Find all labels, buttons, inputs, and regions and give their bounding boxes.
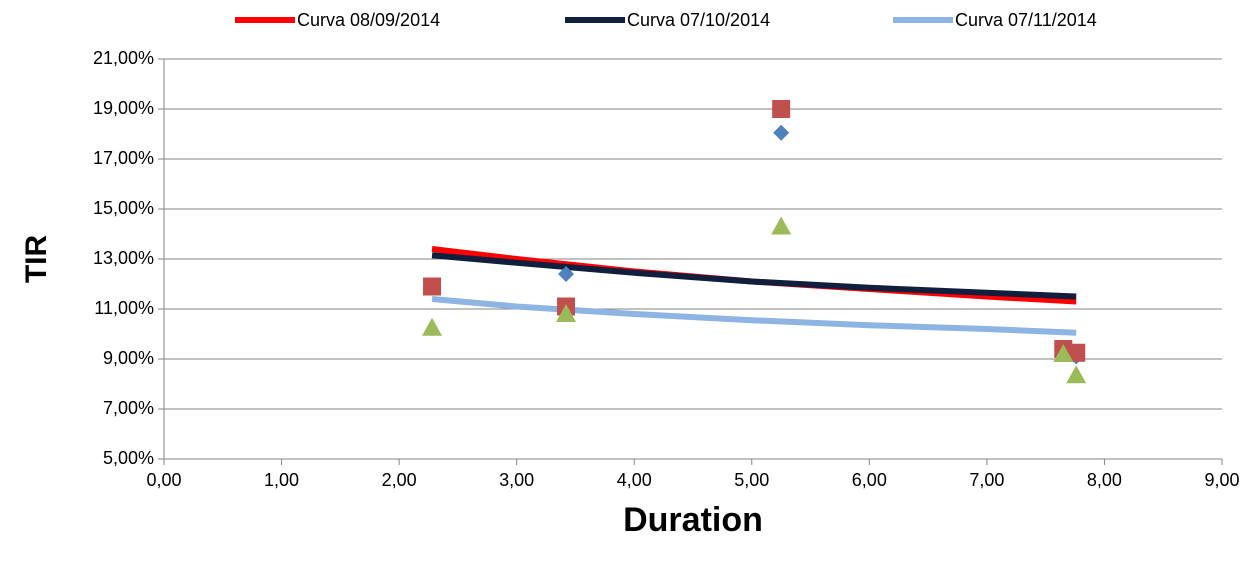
line-series <box>431 252 1077 300</box>
x-tick-label: 4,00 <box>617 470 652 490</box>
x-tick-label: 5,00 <box>734 470 769 490</box>
marker <box>422 317 443 336</box>
legend-label: Curva 07/11/2014 <box>955 10 1097 30</box>
x-tick-label: 0,00 <box>146 470 181 490</box>
y-tick-label: 7,00% <box>103 398 154 418</box>
y-tick-label: 17,00% <box>93 148 154 168</box>
legend-label: Curva 08/09/2014 <box>297 10 440 30</box>
marker <box>556 304 577 322</box>
x-tick-label: 2,00 <box>382 470 417 490</box>
legend-label: Curva 07/10/2014 <box>627 10 770 30</box>
line-series <box>431 296 1077 336</box>
marker <box>558 266 575 282</box>
x-tick-label: 8,00 <box>1087 470 1122 490</box>
x-tick-label: 1,00 <box>264 470 299 490</box>
marker <box>1053 344 1074 362</box>
marker <box>772 100 791 118</box>
x-tick-label: 9,00 <box>1204 470 1239 490</box>
marker <box>1067 343 1086 362</box>
x-tick-label: 6,00 <box>852 470 887 490</box>
y-tick-label: 9,00% <box>103 348 154 368</box>
marker <box>773 124 790 141</box>
y-tick-label: 19,00% <box>93 98 154 118</box>
y-axis-title: TIR <box>20 235 53 284</box>
y-tick-label: 5,00% <box>103 448 154 468</box>
x-tick-label: 7,00 <box>969 470 1004 490</box>
marker <box>1066 365 1087 384</box>
marker <box>771 216 792 235</box>
y-tick-label: 11,00% <box>94 298 154 318</box>
y-tick-label: 15,00% <box>93 198 154 218</box>
x-axis-title: Duration <box>623 501 763 539</box>
y-tick-label: 13,00% <box>93 248 154 268</box>
x-tick-label: 3,00 <box>499 470 534 490</box>
marker <box>423 277 442 296</box>
y-tick-label: 21,00% <box>93 48 154 68</box>
